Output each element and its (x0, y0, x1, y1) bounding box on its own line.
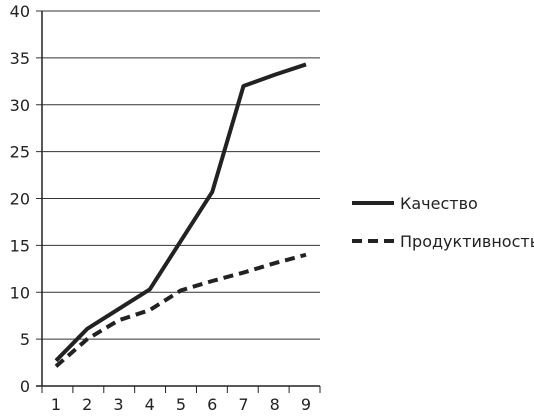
y-tick-label: 30 (10, 96, 30, 115)
axes (36, 11, 321, 393)
x-tick-label: 2 (82, 395, 92, 414)
series-lines (54, 62, 307, 368)
x-tick-label: 6 (207, 395, 217, 414)
legend-label-2: Продуктивность (400, 232, 534, 251)
y-tick-label: 20 (10, 190, 30, 209)
y-tick-label: 35 (10, 49, 30, 68)
x-tick-label: 7 (238, 395, 248, 414)
x-tick-label: 8 (270, 395, 280, 414)
legend-label-1: Качество (400, 194, 478, 213)
y-tick-label: 15 (10, 236, 30, 255)
x-tick-label: 3 (113, 395, 123, 414)
x-tick-label: 5 (176, 395, 186, 414)
y-tick-label: 5 (20, 330, 30, 349)
y-tick-label: 10 (10, 283, 30, 302)
y-tick-label: 0 (20, 377, 30, 396)
x-tick-label: 4 (145, 395, 155, 414)
y-tick-label: 25 (10, 143, 30, 162)
series-line-2 (54, 252, 307, 368)
tick-labels: 0 5 10 15 20 25 30 35 40 1 2 3 4 5 6 7 8 9 (10, 2, 311, 414)
y-tick-label: 40 (10, 2, 30, 21)
x-tick-label: 1 (51, 395, 61, 414)
legend: Качество Продуктивность (352, 194, 534, 251)
series-line-1 (54, 62, 307, 363)
x-tick-label: 9 (301, 395, 311, 414)
